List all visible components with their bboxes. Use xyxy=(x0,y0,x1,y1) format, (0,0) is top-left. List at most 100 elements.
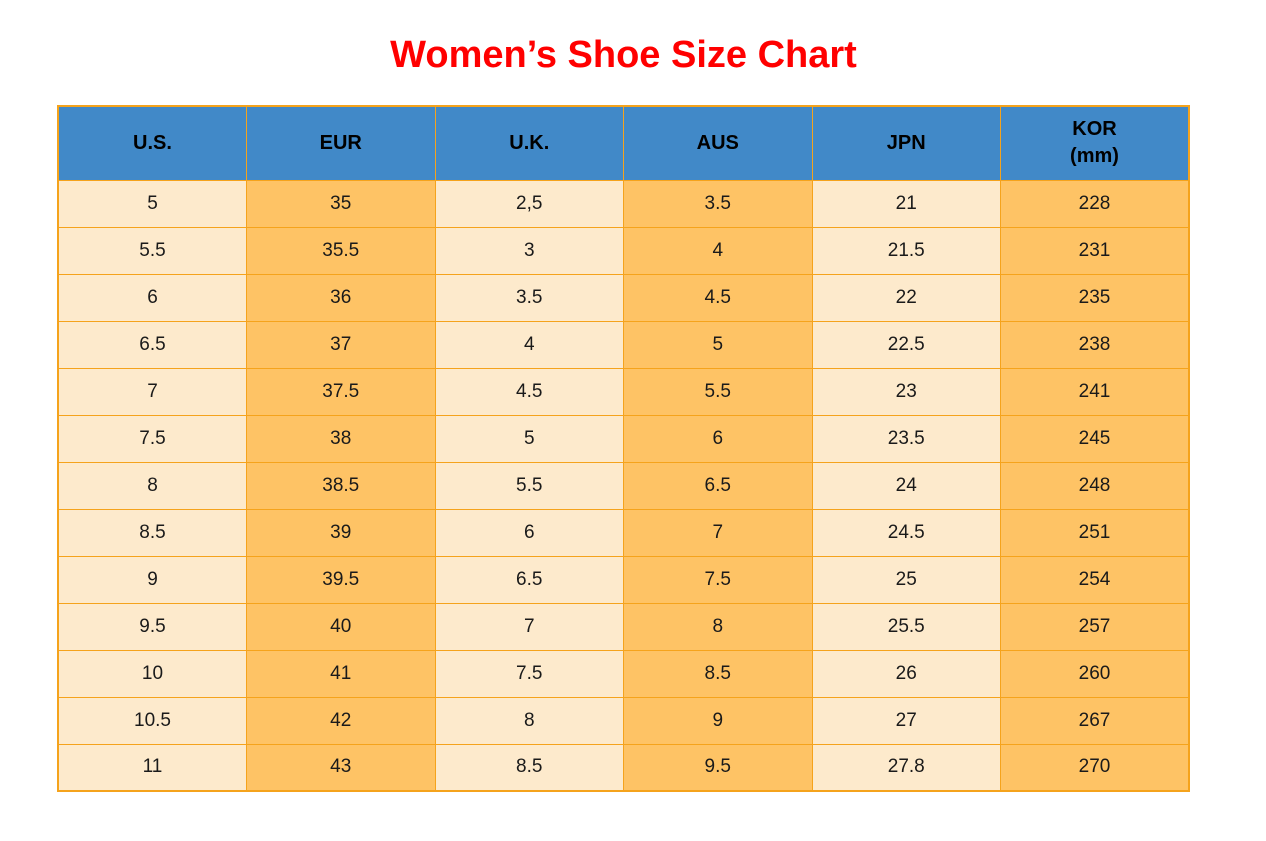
cell-us: 5 xyxy=(57,179,247,228)
cell-uk: 3 xyxy=(434,226,624,275)
cell-us: 7 xyxy=(57,367,247,416)
header-cell-jpn: JPN xyxy=(811,105,1001,181)
cell-kor: 257 xyxy=(1000,602,1190,651)
header-cell-kor: KOR (mm) xyxy=(1000,105,1190,181)
cell-kor: 248 xyxy=(1000,461,1190,510)
page-title: Women’s Shoe Size Chart xyxy=(390,34,857,76)
cell-jpn: 21 xyxy=(811,179,1001,228)
cell-us: 6.5 xyxy=(57,320,247,369)
cell-kor: 260 xyxy=(1000,649,1190,698)
header-label: JPN xyxy=(886,131,926,154)
cell-aus: 5 xyxy=(623,320,813,369)
cell-eur: 37 xyxy=(246,320,436,369)
cell-eur: 39 xyxy=(246,508,436,557)
table-row: 6.5 37 4 5 22.5 238 xyxy=(57,320,1190,369)
table-row: 9.5 40 7 8 25.5 257 xyxy=(57,602,1190,651)
cell-kor: 235 xyxy=(1000,273,1190,322)
cell-aus: 7.5 xyxy=(623,555,813,604)
header-sublabel: (mm) xyxy=(1070,145,1119,168)
cell-eur: 35 xyxy=(246,179,436,228)
cell-uk: 8.5 xyxy=(434,743,624,792)
cell-kor: 245 xyxy=(1000,414,1190,463)
cell-jpn: 24 xyxy=(811,461,1001,510)
cell-eur: 39.5 xyxy=(246,555,436,604)
cell-jpn: 27 xyxy=(811,696,1001,745)
cell-kor: 267 xyxy=(1000,696,1190,745)
table-row: 5 35 2,5 3.5 21 228 xyxy=(57,179,1190,228)
cell-aus: 8.5 xyxy=(623,649,813,698)
cell-us: 9.5 xyxy=(57,602,247,651)
header-label: U.K. xyxy=(509,131,550,154)
cell-eur: 40 xyxy=(246,602,436,651)
cell-uk: 5.5 xyxy=(434,461,624,510)
cell-kor: 254 xyxy=(1000,555,1190,604)
cell-aus: 3.5 xyxy=(623,179,813,228)
cell-kor: 238 xyxy=(1000,320,1190,369)
cell-us: 10 xyxy=(57,649,247,698)
cell-us: 8 xyxy=(57,461,247,510)
cell-aus: 8 xyxy=(623,602,813,651)
cell-uk: 5 xyxy=(434,414,624,463)
cell-kor: 241 xyxy=(1000,367,1190,416)
cell-eur: 35.5 xyxy=(246,226,436,275)
cell-us: 6 xyxy=(57,273,247,322)
cell-uk: 8 xyxy=(434,696,624,745)
cell-eur: 38.5 xyxy=(246,461,436,510)
cell-aus: 6 xyxy=(623,414,813,463)
header-cell-aus: AUS xyxy=(623,105,813,181)
cell-jpn: 22 xyxy=(811,273,1001,322)
header-cell-eur: EUR xyxy=(246,105,436,181)
table-row: 8 38.5 5.5 6.5 24 248 xyxy=(57,461,1190,510)
cell-jpn: 27.8 xyxy=(811,743,1001,792)
header-label: KOR xyxy=(1072,118,1117,141)
table-row: 10 41 7.5 8.5 26 260 xyxy=(57,649,1190,698)
header-cell-us: U.S. xyxy=(57,105,247,181)
cell-aus: 7 xyxy=(623,508,813,557)
header-cell-uk: U.K. xyxy=(434,105,624,181)
table-row: 8.5 39 6 7 24.5 251 xyxy=(57,508,1190,557)
header-label: U.S. xyxy=(133,131,172,154)
cell-aus: 9 xyxy=(623,696,813,745)
table-row: 5.5 35.5 3 4 21.5 231 xyxy=(57,226,1190,275)
table-row: 7 37.5 4.5 5.5 23 241 xyxy=(57,367,1190,416)
cell-eur: 43 xyxy=(246,743,436,792)
cell-kor: 270 xyxy=(1000,743,1190,792)
cell-aus: 5.5 xyxy=(623,367,813,416)
cell-uk: 4.5 xyxy=(434,367,624,416)
cell-us: 8.5 xyxy=(57,508,247,557)
cell-uk: 7 xyxy=(434,602,624,651)
cell-uk: 7.5 xyxy=(434,649,624,698)
table-row: 9 39.5 6.5 7.5 25 254 xyxy=(57,555,1190,604)
size-chart-container: U.S. EUR U.K. AUS JPN KOR (mm) 5 35 2,5 3.5 21 228 5… xyxy=(57,105,1190,792)
size-chart-table: U.S. EUR U.K. AUS JPN KOR (mm) 5 35 2,5 3.5 21 228 5… xyxy=(57,105,1190,792)
cell-jpn: 23.5 xyxy=(811,414,1001,463)
cell-us: 11 xyxy=(57,743,247,792)
table-row: 7.5 38 5 6 23.5 245 xyxy=(57,414,1190,463)
cell-uk: 3.5 xyxy=(434,273,624,322)
cell-jpn: 21.5 xyxy=(811,226,1001,275)
cell-aus: 6.5 xyxy=(623,461,813,510)
cell-us: 10.5 xyxy=(57,696,247,745)
header-row: U.S. EUR U.K. AUS JPN KOR (mm) xyxy=(57,105,1190,181)
cell-jpn: 25.5 xyxy=(811,602,1001,651)
cell-jpn: 25 xyxy=(811,555,1001,604)
cell-eur: 41 xyxy=(246,649,436,698)
cell-us: 7.5 xyxy=(57,414,247,463)
table-head: U.S. EUR U.K. AUS JPN KOR (mm) xyxy=(57,105,1190,181)
cell-uk: 2,5 xyxy=(434,179,624,228)
table-body: 5 35 2,5 3.5 21 228 5.5 35.5 3 4 21.5 231 6 36 3.5 4.5 2… xyxy=(57,179,1190,792)
cell-aus: 4 xyxy=(623,226,813,275)
cell-eur: 37.5 xyxy=(246,367,436,416)
table-row: 6 36 3.5 4.5 22 235 xyxy=(57,273,1190,322)
cell-eur: 38 xyxy=(246,414,436,463)
header-label: AUS xyxy=(696,131,739,154)
header-label: EUR xyxy=(319,131,362,154)
cell-eur: 42 xyxy=(246,696,436,745)
cell-uk: 6 xyxy=(434,508,624,557)
cell-jpn: 22.5 xyxy=(811,320,1001,369)
cell-uk: 6.5 xyxy=(434,555,624,604)
cell-eur: 36 xyxy=(246,273,436,322)
cell-kor: 228 xyxy=(1000,179,1190,228)
cell-us: 9 xyxy=(57,555,247,604)
